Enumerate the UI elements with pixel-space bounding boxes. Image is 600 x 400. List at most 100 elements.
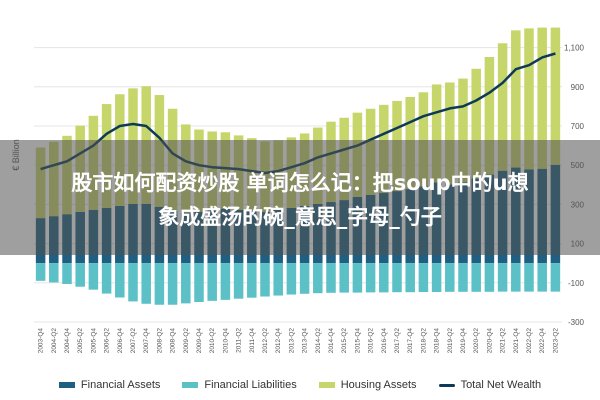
x-tick-label: 2011-Q2 [236, 328, 243, 353]
bar-housing-assets [431, 84, 442, 183]
x-tick-label: 2014-Q4 [328, 328, 335, 354]
x-tick-label: 2023-Q2 [552, 328, 559, 354]
bar-financial-liabilities [286, 263, 297, 295]
x-tick-label: 2003-Q4 [38, 328, 45, 354]
legend-label-housing-assets: Housing Assets [340, 379, 417, 391]
legend-swatch-total-net-wealth [438, 383, 455, 387]
x-tick-label: 2012-Q2 [262, 328, 269, 354]
bar-financial-liabilities [313, 263, 323, 294]
bar-financial-liabilities [194, 263, 204, 303]
x-tick-label: 2013-Q4 [302, 328, 309, 354]
bar-housing-assets [418, 92, 429, 187]
legend-item-total-net-wealth: Total Net Wealth [438, 379, 542, 391]
bar-financial-liabilities [405, 263, 415, 293]
legend-swatch-housing-assets [318, 382, 335, 388]
x-tick-label: 2007-Q2 [130, 328, 137, 354]
legend-item-financial-assets: Financial Assets [58, 379, 161, 391]
bar-financial-liabilities [550, 263, 561, 292]
overlay-line-2: 象成盛汤的碗_意思_字母_勺子 [158, 205, 442, 229]
legend-label-financial-liabilities: Financial Liabilities [204, 379, 297, 391]
x-tick-label: 2013-Q2 [288, 328, 295, 354]
bar-housing-assets [497, 43, 508, 171]
x-tick-label: 2019-Q2 [447, 328, 454, 354]
legend-swatch-financial-assets [58, 382, 75, 388]
bar-financial-liabilities [326, 263, 336, 293]
bar-financial-liabilities [458, 263, 468, 292]
bar-financial-liabilities [352, 263, 363, 293]
bar-financial-liabilities [431, 263, 442, 293]
bar-housing-assets [458, 78, 468, 183]
x-tick-label: 2018-Q4 [434, 328, 441, 354]
bar-housing-assets [537, 27, 547, 169]
legend: Financial Assets Financial Liabilities H… [0, 376, 600, 394]
bar-financial-liabilities [273, 263, 283, 296]
x-tick-label: 2022-Q4 [539, 328, 546, 354]
x-tick-label: 2017-Q4 [407, 328, 414, 354]
bar-financial-liabilities [220, 263, 231, 300]
x-tick-label: 2016-Q4 [381, 328, 388, 354]
x-tick-label: 2010-Q4 [222, 328, 229, 354]
bar-financial-liabilities [299, 263, 310, 294]
y-tick-label: -300 [568, 318, 585, 327]
bar-financial-liabilities [365, 263, 376, 293]
bar-financial-liabilities [339, 263, 349, 293]
x-tick-label: 2018-Q2 [420, 328, 427, 354]
y-tick-label: 700 [571, 122, 585, 131]
bar-financial-liabilities [141, 263, 151, 304]
overlay-text: 股市如何配资炒股 单词怎么记：把soup中的u想 象成盛汤的碗_意思_字母_勺子 [0, 166, 600, 234]
bar-housing-assets [511, 30, 521, 168]
bar-financial-liabilities [511, 263, 521, 292]
x-tick-label: 2009-Q4 [196, 328, 203, 354]
bar-housing-assets [484, 57, 495, 175]
x-tick-label: 2020-Q4 [486, 328, 493, 354]
y-tick-label: 900 [571, 83, 585, 92]
y-tick-label: 1,100 [564, 44, 585, 53]
bar-financial-liabilities [260, 263, 270, 297]
x-tick-label: 2012-Q4 [275, 328, 282, 354]
x-tick-label: 2007-Q4 [143, 328, 150, 354]
x-tick-label: 2004-Q2 [51, 328, 58, 354]
x-tick-label: 2022-Q2 [526, 328, 533, 354]
bar-financial-liabilities [75, 263, 85, 287]
bar-financial-liabilities [233, 263, 244, 299]
x-tick-label: 2009-Q2 [183, 328, 190, 354]
bar-financial-liabilities [154, 263, 165, 305]
x-tick-label: 2010-Q2 [209, 328, 216, 354]
legend-label-financial-assets: Financial Assets [80, 379, 161, 391]
legend-label-total-net-wealth: Total Net Wealth [460, 379, 542, 391]
bar-financial-liabilities [484, 263, 495, 292]
bar-financial-liabilities [88, 263, 99, 290]
bar-financial-liabilities [418, 263, 429, 293]
y-tick-label: -100 [568, 279, 585, 288]
x-tick-label: 2011-Q4 [249, 328, 256, 353]
bar-financial-liabilities [207, 263, 217, 301]
bar-housing-assets [445, 82, 455, 185]
x-tick-label: 2014-Q2 [315, 328, 322, 354]
x-tick-label: 2021-Q2 [500, 328, 507, 354]
bar-financial-liabilities [115, 263, 125, 298]
legend-swatch-financial-liabilities [182, 382, 199, 388]
x-tick-label: 2005-Q2 [77, 328, 84, 354]
x-tick-label: 2008-Q2 [156, 328, 163, 354]
bar-financial-liabilities [128, 263, 138, 302]
bar-financial-liabilities [62, 263, 72, 284]
x-tick-label: 2008-Q4 [170, 328, 177, 354]
text-overlay-band [0, 140, 600, 255]
bar-financial-liabilities [101, 263, 112, 294]
x-tick-label: 2015-Q2 [341, 328, 348, 354]
x-tick-label: 2021-Q4 [513, 328, 520, 354]
bar-financial-liabilities [524, 263, 534, 292]
x-tick-label: 2004-Q4 [64, 328, 71, 354]
bar-financial-liabilities [537, 263, 547, 292]
bar-financial-liabilities [471, 263, 481, 292]
legend-item-housing-assets: Housing Assets [318, 379, 417, 391]
bar-financial-liabilities [247, 263, 257, 298]
bar-housing-assets [471, 68, 481, 179]
x-tick-label: 2017-Q2 [394, 328, 401, 354]
x-tick-label: 2006-Q4 [117, 328, 124, 354]
bar-financial-liabilities [181, 263, 191, 304]
bar-financial-liabilities [445, 263, 455, 292]
x-tick-label: 2005-Q4 [90, 328, 97, 354]
bar-financial-liabilities [392, 263, 402, 293]
bar-financial-liabilities [49, 263, 59, 283]
